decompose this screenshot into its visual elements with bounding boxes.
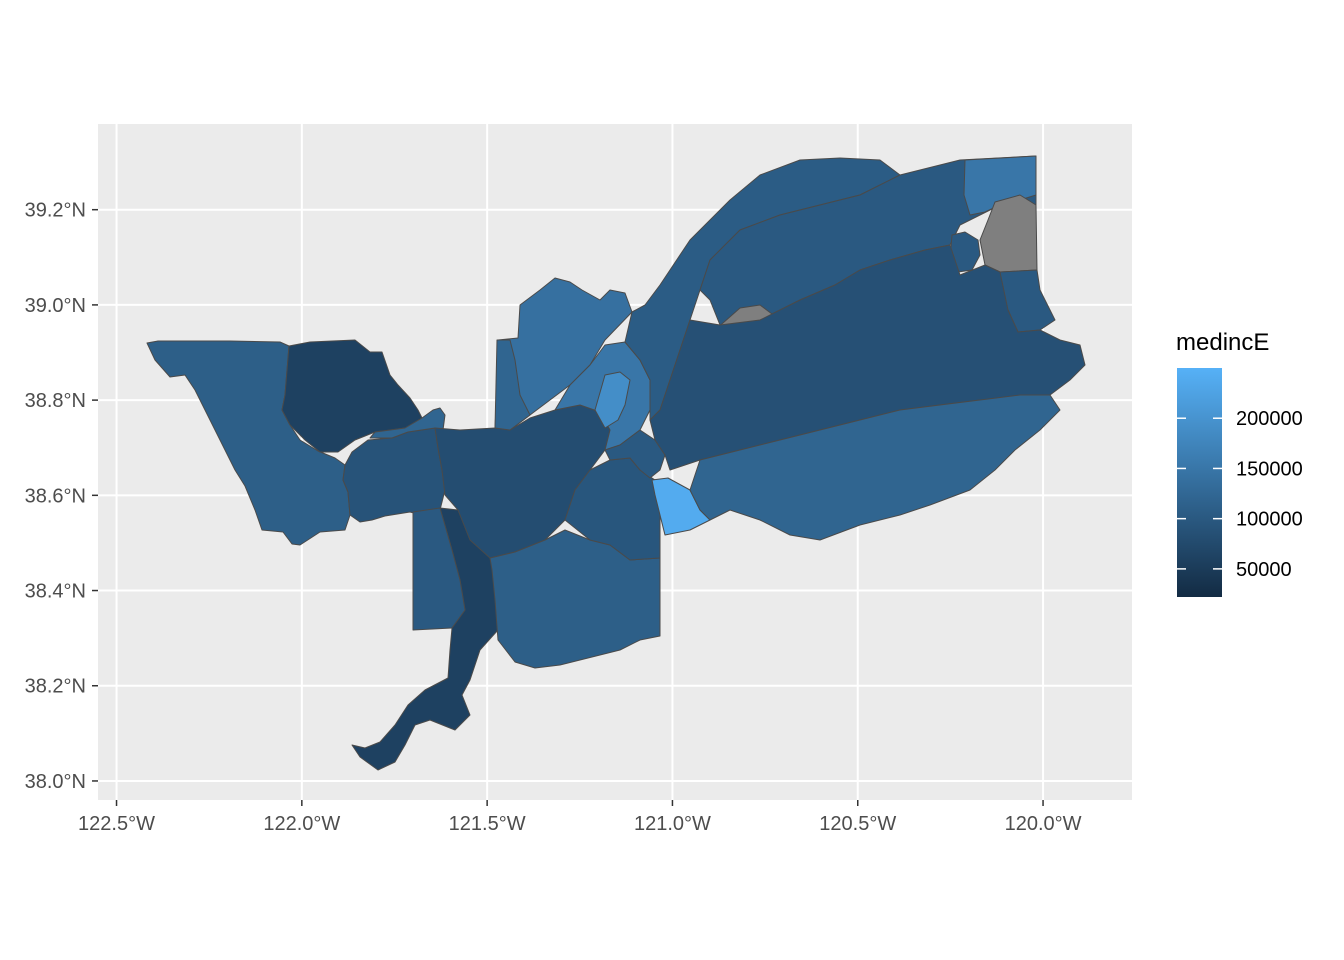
region-davis-south bbox=[412, 507, 466, 631]
legend-label: 100000 bbox=[1236, 509, 1303, 531]
y-tick-label: 38.8°N bbox=[25, 390, 86, 412]
region-folsom bbox=[604, 429, 666, 479]
y-tick-label: 39.2°N bbox=[25, 200, 86, 222]
legend-colorbar bbox=[1177, 368, 1222, 597]
y-tick-label: 39.0°N bbox=[25, 295, 86, 317]
y-tick-label: 38.2°N bbox=[25, 676, 86, 698]
region-lincoln bbox=[494, 339, 531, 431]
legend: medincE 200000 150000 100000 50000 bbox=[1176, 329, 1303, 597]
legend-label: 150000 bbox=[1236, 458, 1303, 480]
x-tick-label: 120.5°W bbox=[819, 813, 896, 835]
legend-ticks: 200000 150000 100000 50000 bbox=[1177, 408, 1303, 581]
x-tick-label: 121.0°W bbox=[634, 813, 711, 835]
y-tick-label: 38.0°N bbox=[25, 771, 86, 793]
x-tick-label: 121.5°W bbox=[449, 813, 526, 835]
x-tick-label: 122.0°W bbox=[263, 813, 340, 835]
legend-label: 50000 bbox=[1236, 559, 1292, 581]
map-regions bbox=[146, 155, 1086, 771]
y-tick-label: 38.6°N bbox=[25, 485, 86, 507]
region-woodland bbox=[369, 407, 446, 439]
y-axis-labels: 39.2°N 39.0°N 38.8°N 38.6°N 38.4°N 38.2°N 38.0… bbox=[25, 200, 98, 793]
region-granite-bay bbox=[594, 371, 631, 429]
legend-title: medincE bbox=[1176, 329, 1269, 356]
x-tick-label: 122.5°W bbox=[78, 813, 155, 835]
legend-label: 200000 bbox=[1236, 408, 1303, 430]
y-tick-label: 38.4°N bbox=[25, 581, 86, 603]
region-el-dorado-hills bbox=[651, 477, 711, 536]
region-elk-grove bbox=[489, 529, 661, 669]
x-tick-label: 120.0°W bbox=[1005, 813, 1082, 835]
region-el-dorado-south bbox=[689, 394, 1061, 541]
x-axis-labels: 122.5°W 122.0°W 121.5°W 121.0°W 120.5°W 120.0… bbox=[78, 800, 1082, 835]
